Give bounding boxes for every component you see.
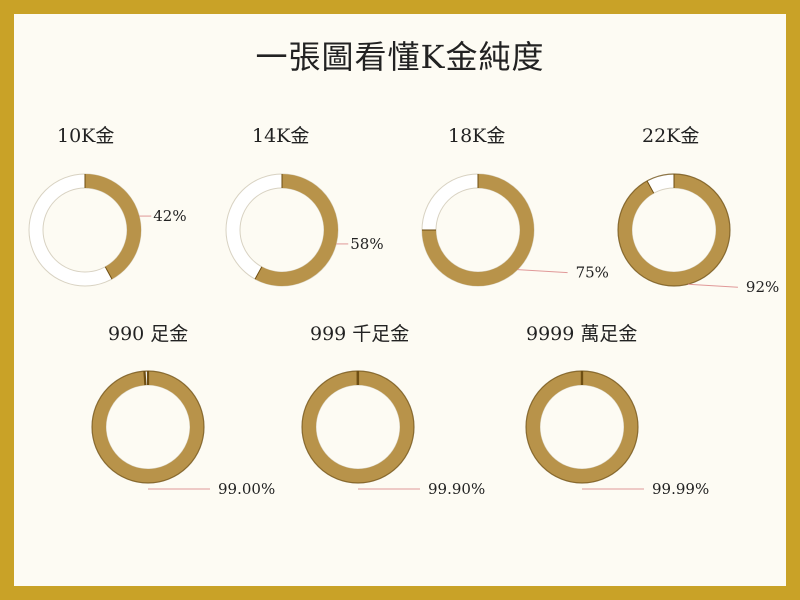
- donut-1-end-tick: [104, 266, 113, 280]
- donut-6-value-label: 99.90%: [428, 480, 485, 498]
- donut-3-gold-slice: [422, 174, 534, 286]
- donut-2-value-label: 58%: [350, 235, 383, 253]
- donut-2-inner-outline: [239, 187, 325, 273]
- donut-5-gold-slice: [92, 371, 204, 483]
- donut-5-end-tick: [143, 371, 147, 386]
- donut-5-value-label: 99.00%: [218, 480, 275, 498]
- donut-5-inner-outline: [105, 384, 191, 470]
- donut-3-leader-line: [517, 269, 568, 274]
- donut-1-inner-outline: [42, 187, 128, 273]
- donut-4-inner-outline: [631, 187, 717, 273]
- donut-6-gold-slice: [302, 371, 414, 483]
- donut-4-leader-line: [687, 283, 738, 288]
- donut-6-gold-edge: [301, 370, 415, 484]
- donut-1-title: 10K金: [57, 125, 114, 147]
- donut-1-value-label: 42%: [153, 207, 186, 225]
- donut-2-end-tick: [254, 266, 263, 280]
- donut-7-value-label: 99.99%: [652, 480, 709, 498]
- donut-3-value-label: 75%: [576, 264, 609, 282]
- donut-2-title: 14K金: [252, 125, 309, 147]
- donut-3-inner-outline: [435, 187, 521, 273]
- donut-7-gold-edge: [525, 370, 639, 484]
- donut-4-title: 22K金: [642, 125, 699, 147]
- donut-2: 14K金 58%: [225, 125, 384, 287]
- page-title: 一張圖看懂K金純度: [255, 38, 545, 76]
- donut-4-gold-edge: [617, 173, 731, 287]
- donut-4: 22K金 92%: [617, 125, 779, 296]
- donut-1-gold-slice: [84, 174, 141, 280]
- donut-6-title: 999 千足金: [310, 323, 409, 345]
- donut-5: 990 足金 99.00%: [91, 323, 275, 498]
- donut-2-gold-slice: [255, 174, 338, 286]
- donut-7-gold-slice: [526, 371, 638, 483]
- donut-6: 999 千足金 99.90%: [301, 323, 485, 498]
- donut-5-title: 990 足金: [108, 323, 188, 345]
- donut-4-value-label: 92%: [746, 278, 779, 296]
- donut-7-title: 9999 萬足金: [526, 323, 637, 345]
- donut-5-gold-edge: [91, 370, 205, 484]
- donut-3: 18K金 75%: [421, 125, 609, 287]
- donut-7-inner-outline: [539, 384, 625, 470]
- donut-6-inner-outline: [315, 384, 401, 470]
- donut-3-title: 18K金: [448, 125, 505, 147]
- donut-4-end-tick: [646, 180, 655, 194]
- donut-1: 10K金 42%: [28, 125, 187, 287]
- chart-frame: [14, 14, 786, 586]
- donut-7: 9999 萬足金 99.99%: [525, 323, 709, 498]
- donut-4-gold-slice: [618, 174, 730, 286]
